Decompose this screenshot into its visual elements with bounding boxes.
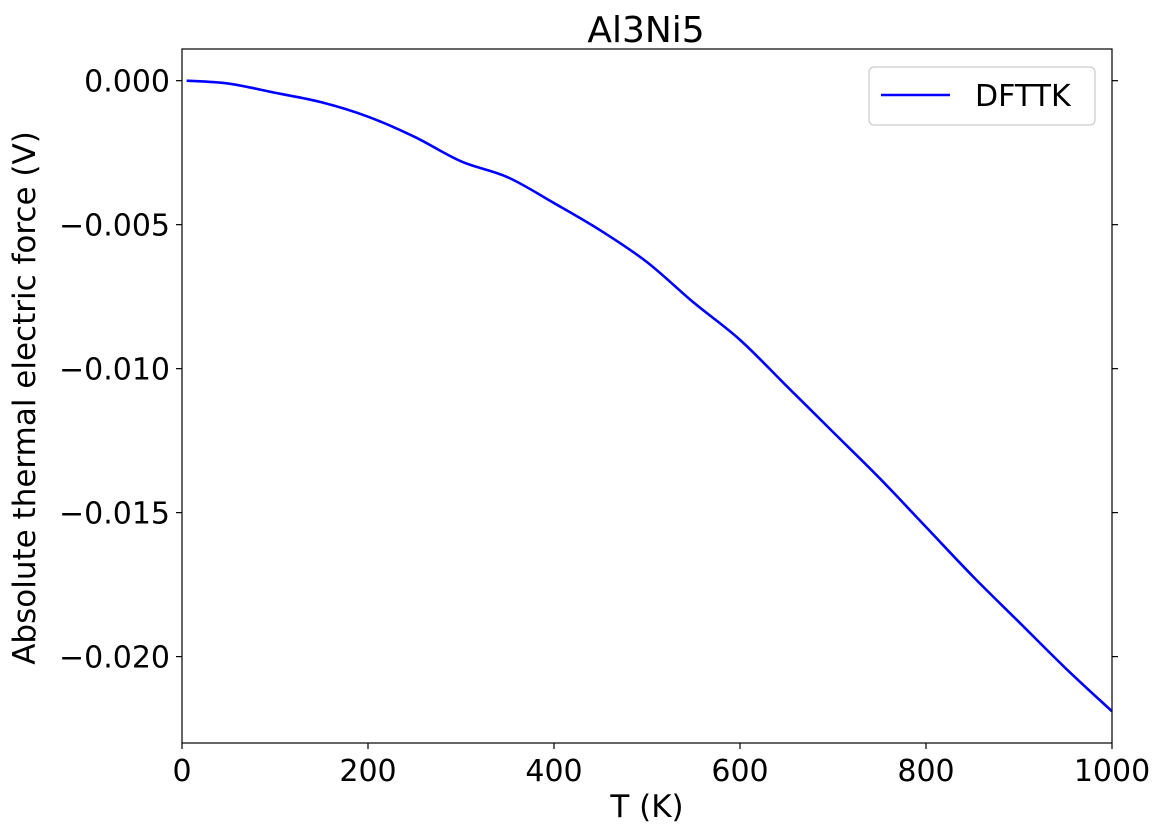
x-tick-label: 200	[339, 754, 396, 789]
y-tick-label: −0.005	[59, 209, 170, 244]
y-tick-label: −0.010	[59, 353, 170, 388]
x-tick-label: 800	[897, 754, 954, 789]
y-tick-label: 0.000	[84, 65, 170, 100]
legend-label-dfttk: DFTTK	[975, 79, 1072, 114]
x-tick-label: 1000	[1074, 754, 1150, 789]
x-axis-title: T (K)	[609, 789, 683, 825]
y-axis-title: Absolute thermal electric force (V)	[7, 131, 43, 665]
series-line-dfttk	[186, 79, 1113, 713]
plot-frame	[181, 48, 1113, 744]
chart-title: Al3Ni5	[587, 10, 704, 51]
x-tick-label: 600	[711, 754, 768, 789]
axis-ticks: 0 200 400 600 800 1000 0.000 −0.005 −0.010 −0.015…	[59, 65, 1150, 789]
legend: DFTTK	[868, 66, 1096, 126]
y-tick-label: −0.020	[59, 641, 170, 676]
x-tick-label: 400	[525, 754, 582, 789]
series-layer	[186, 79, 1113, 713]
legend-box	[868, 66, 1096, 126]
x-tick-label: 0	[172, 754, 191, 789]
y-tick-label: −0.015	[59, 497, 170, 532]
